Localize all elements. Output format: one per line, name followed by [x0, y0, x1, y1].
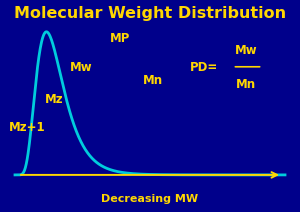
Text: PD=: PD=	[190, 61, 218, 74]
Text: Mz+1: Mz+1	[9, 121, 45, 134]
Text: Mn: Mn	[236, 78, 256, 91]
Text: Mz: Mz	[45, 93, 63, 106]
Text: Mw: Mw	[235, 44, 257, 57]
Text: Decreasing MW: Decreasing MW	[101, 194, 199, 204]
Text: Mw: Mw	[70, 61, 92, 74]
Text: Molecular Weight Distribution: Molecular Weight Distribution	[14, 6, 286, 21]
Text: MP: MP	[110, 32, 130, 45]
Text: Mn: Mn	[143, 74, 163, 87]
